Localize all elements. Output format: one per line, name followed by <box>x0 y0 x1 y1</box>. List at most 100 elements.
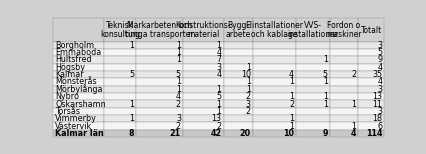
Bar <box>252 130 295 137</box>
Bar <box>295 122 329 130</box>
Bar <box>53 115 104 122</box>
Bar <box>182 42 223 49</box>
Text: Teknisk
konsulting: Teknisk konsulting <box>100 21 140 39</box>
Text: Emmaboda: Emmaboda <box>55 48 101 57</box>
Text: 1: 1 <box>350 99 355 109</box>
Text: 2: 2 <box>350 70 355 79</box>
Bar <box>223 49 252 56</box>
Bar <box>136 115 182 122</box>
Bar <box>252 49 295 56</box>
Bar <box>53 100 104 108</box>
Text: 1: 1 <box>288 122 294 131</box>
Text: 1: 1 <box>216 41 221 50</box>
Bar <box>223 71 252 78</box>
Bar <box>182 71 223 78</box>
Bar <box>295 86 329 93</box>
Bar <box>136 42 182 49</box>
Bar <box>182 100 223 108</box>
Text: 1: 1 <box>176 41 181 50</box>
Text: Kalmar län: Kalmar län <box>55 129 104 138</box>
Text: 2: 2 <box>245 92 250 101</box>
Bar <box>104 130 136 137</box>
Bar <box>223 56 252 64</box>
Bar <box>357 100 383 108</box>
Bar <box>223 100 252 108</box>
Text: 1: 1 <box>216 107 221 116</box>
Text: Torsås: Torsås <box>55 107 80 116</box>
Text: 10: 10 <box>282 129 294 138</box>
Bar <box>223 108 252 115</box>
Bar <box>182 130 223 137</box>
Bar <box>136 93 182 100</box>
Bar <box>252 100 295 108</box>
Text: 18: 18 <box>371 114 381 123</box>
Text: Högsby: Högsby <box>55 63 85 72</box>
Text: 1: 1 <box>129 114 134 123</box>
Bar <box>329 100 357 108</box>
Text: 10: 10 <box>240 70 250 79</box>
Bar <box>329 78 357 86</box>
Bar <box>357 115 383 122</box>
Text: 3: 3 <box>377 85 381 94</box>
Bar <box>53 86 104 93</box>
Bar <box>104 108 136 115</box>
Text: 1: 1 <box>245 63 250 72</box>
Text: Elinstallationer
och kablage: Elinstallationer och kablage <box>245 21 303 39</box>
Bar <box>252 93 295 100</box>
Text: 1: 1 <box>245 85 250 94</box>
Bar <box>357 49 383 56</box>
Text: Oskarshamn: Oskarshamn <box>55 99 106 109</box>
Text: 8: 8 <box>128 129 134 138</box>
Text: 1: 1 <box>245 77 250 87</box>
Text: 4: 4 <box>176 92 181 101</box>
Bar <box>295 115 329 122</box>
Text: 5: 5 <box>216 92 221 101</box>
Text: 4: 4 <box>216 70 221 79</box>
Text: Mönsterås: Mönsterås <box>55 77 97 87</box>
Bar <box>53 18 104 42</box>
Bar <box>182 64 223 71</box>
Text: 3: 3 <box>245 99 250 109</box>
Bar <box>295 108 329 115</box>
Bar <box>329 93 357 100</box>
Text: Hultsfred: Hultsfred <box>55 55 92 65</box>
Text: 1: 1 <box>350 122 355 131</box>
Bar <box>295 18 329 42</box>
Bar <box>104 93 136 100</box>
Bar <box>136 56 182 64</box>
Bar <box>357 108 383 115</box>
Text: Vimmerby: Vimmerby <box>55 114 97 123</box>
Text: 1: 1 <box>322 92 327 101</box>
Text: Fordon o
maskiner: Fordon o maskiner <box>325 21 361 39</box>
Text: 3: 3 <box>176 114 181 123</box>
Bar <box>357 78 383 86</box>
Text: 5: 5 <box>376 48 381 57</box>
Bar <box>357 42 383 49</box>
Bar <box>104 64 136 71</box>
Text: Borgholm: Borgholm <box>55 41 94 50</box>
Bar <box>104 18 136 42</box>
Text: 35: 35 <box>371 70 381 79</box>
Bar <box>329 115 357 122</box>
Bar <box>136 49 182 56</box>
Bar <box>329 86 357 93</box>
Text: 1: 1 <box>322 55 327 65</box>
Bar <box>295 100 329 108</box>
Text: 42: 42 <box>210 129 221 138</box>
Text: 1: 1 <box>322 77 327 87</box>
Bar <box>357 18 383 42</box>
Bar <box>357 56 383 64</box>
Text: 4: 4 <box>377 63 381 72</box>
Bar <box>53 64 104 71</box>
Text: 1: 1 <box>288 77 294 87</box>
Bar <box>53 49 104 56</box>
Bar <box>136 71 182 78</box>
Text: 20: 20 <box>239 129 250 138</box>
Text: 3: 3 <box>377 41 381 50</box>
Bar <box>182 18 223 42</box>
Bar <box>295 93 329 100</box>
Text: 2: 2 <box>176 99 181 109</box>
Bar <box>329 122 357 130</box>
Bar <box>252 42 295 49</box>
Text: 1: 1 <box>288 114 294 123</box>
